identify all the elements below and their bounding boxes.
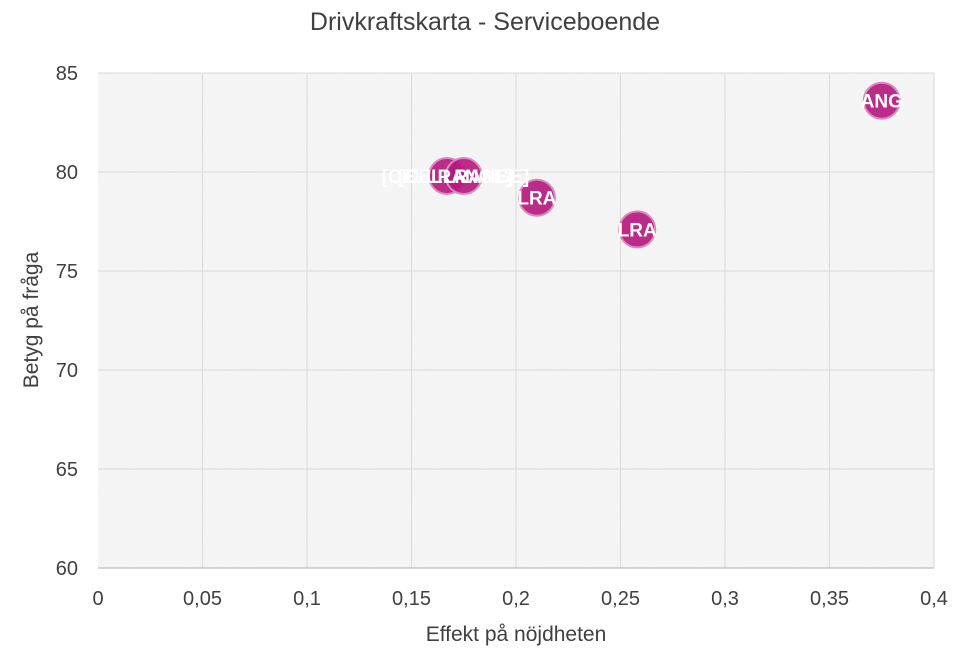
x-tick-label: 0,35 (810, 588, 849, 610)
x-tick-labels: 0 0,05 0,1 0,15 0,2 0,25 0,3 0,35 0,4 (92, 588, 947, 610)
y-axis-title: Betyg på fråga (20, 251, 43, 388)
scatter-point (862, 81, 901, 120)
x-tick-label: 0,25 (601, 588, 640, 610)
x-tick-label: 0,2 (502, 588, 530, 610)
point-label: ANG (861, 92, 903, 113)
point-label: LRA (618, 220, 657, 241)
y-tick-label: 75 (56, 261, 78, 283)
y-tick-label: 70 (56, 360, 78, 382)
x-tick-label: 0,05 (183, 588, 222, 610)
point-label: LRA (517, 189, 556, 210)
x-axis-title: Effekt på nöjdheten (426, 623, 607, 646)
point-label: [CELLRANGE] (398, 167, 529, 188)
y-tick-labels: 60 65 70 75 80 85 (56, 63, 78, 580)
point-label: [CELLRANGE] (382, 167, 513, 188)
x-tick-label: 0,3 (711, 588, 739, 610)
chart-title: Drivkraftskarta - Serviceboende (310, 8, 660, 36)
data-points (428, 81, 901, 249)
y-tick-label: 65 (56, 459, 78, 481)
grid-lines (98, 72, 935, 568)
x-tick-label: 0 (92, 588, 103, 610)
scatter-point (517, 178, 556, 217)
x-tick-label: 0,1 (293, 588, 321, 610)
y-tick-label: 85 (56, 63, 78, 85)
x-tick-label: 0,4 (920, 588, 948, 610)
scatter-point (444, 156, 483, 195)
y-tick-label: 80 (56, 162, 78, 184)
y-tick-label: 60 (56, 558, 78, 580)
x-tick-label: 0,15 (392, 588, 431, 610)
scatter-point (618, 210, 657, 249)
